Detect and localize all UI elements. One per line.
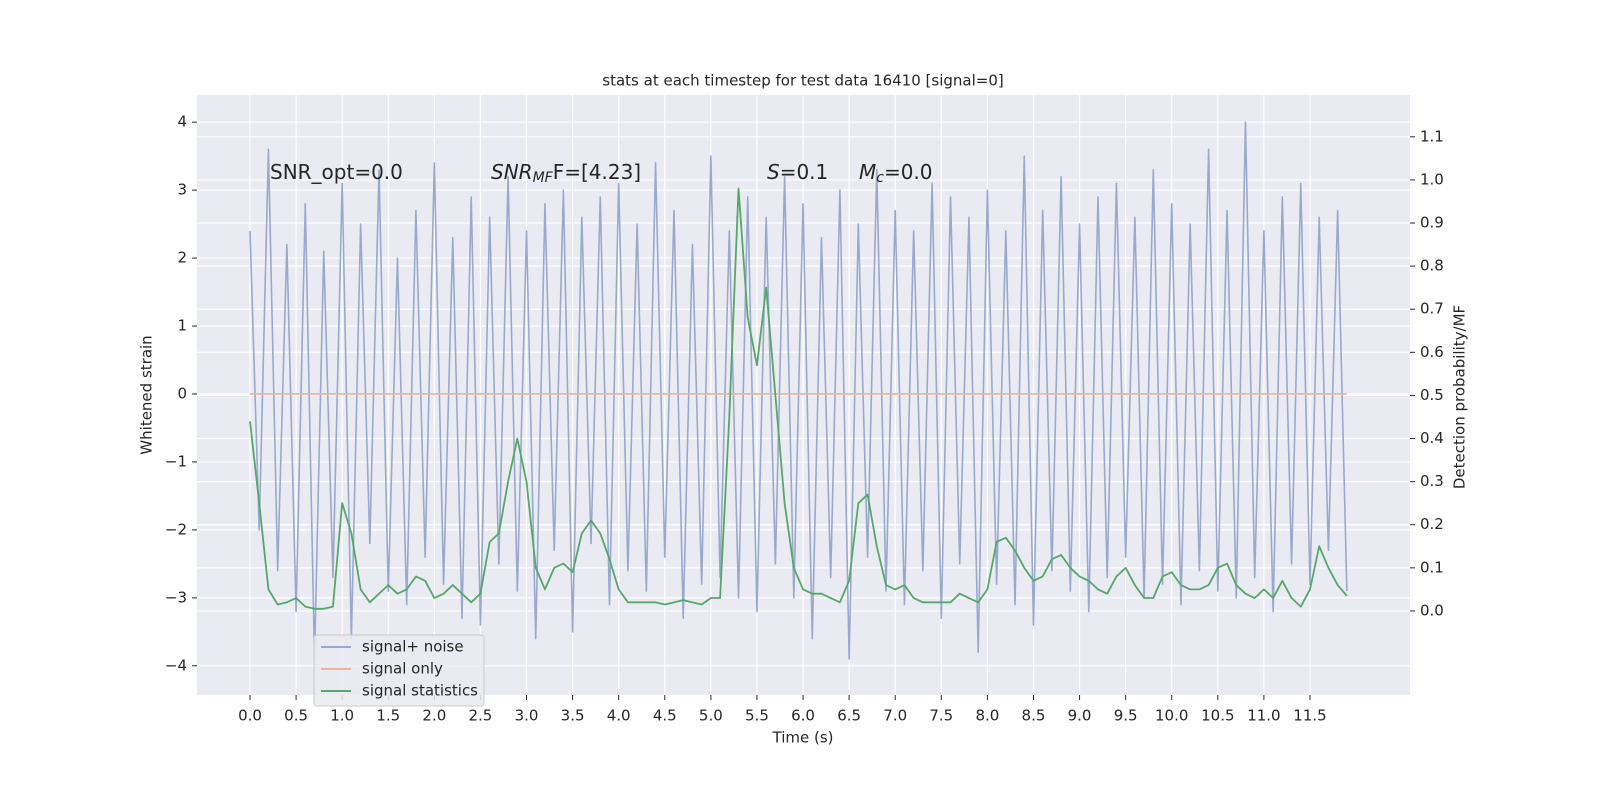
legend-label: signal statistics: [362, 682, 478, 700]
x-tick-label: 6.0: [791, 707, 815, 725]
legend-label: signal+ noise: [362, 638, 464, 656]
y-tick-label: −1: [165, 452, 187, 470]
x-tick-label: 6.5: [837, 707, 861, 725]
x-tick-label: 7.5: [929, 707, 953, 725]
x-tick-label: 7.0: [883, 707, 907, 725]
x-tick-label: 1.0: [330, 707, 354, 725]
y-tick-label: 2: [177, 249, 187, 267]
annotation: Mc=0.0: [859, 160, 933, 187]
x-tick-label: 11.5: [1293, 707, 1326, 725]
y-tick-label: −4: [165, 656, 187, 674]
x-tick-label: 0.5: [284, 707, 308, 725]
x-axis-label: Time (s): [772, 729, 834, 747]
x-tick-label: 8.5: [1022, 707, 1046, 725]
x-tick-label: 3.0: [515, 707, 539, 725]
annotation-part: SNR_opt=0.0: [270, 160, 403, 184]
annotation: SNR_opt=0.0: [270, 160, 403, 184]
annotation-part: c: [876, 170, 884, 186]
y2-axis-label: Detection probability/MF: [1451, 305, 1469, 489]
annotation-part: F=[4.23]: [553, 160, 641, 184]
x-tick-label: 3.5: [561, 707, 585, 725]
y2-tick-label: 0.9: [1420, 214, 1444, 232]
annotation: S=0.1: [767, 160, 828, 184]
x-tick-label: 10.0: [1155, 707, 1188, 725]
y2-tick-label: 0.2: [1420, 515, 1444, 533]
annotation-part: SNR: [491, 160, 533, 184]
x-tick-label: 9.5: [1114, 707, 1138, 725]
y2-tick-label: 1.0: [1420, 170, 1444, 188]
y2-tick-label: 0.3: [1420, 472, 1444, 490]
y2-tick-label: 0.5: [1420, 386, 1444, 404]
annotation: SNRMFF=[4.23]: [491, 160, 641, 187]
y-tick-label: −2: [165, 520, 187, 538]
annotation-part: MF: [533, 170, 554, 186]
y2-tick-label: 0.0: [1420, 601, 1444, 619]
y-tick-label: 0: [177, 384, 187, 402]
y-tick-label: −3: [165, 588, 187, 606]
x-tick-label: 4.5: [653, 707, 677, 725]
annotation-part: =0.1: [780, 160, 829, 184]
y2-tick-label: 0.6: [1420, 343, 1444, 361]
x-tick-label: 9.0: [1068, 707, 1092, 725]
y2-tick-label: 0.1: [1420, 558, 1444, 576]
annotation-part: M: [859, 160, 876, 184]
y2-tick-label: 0.7: [1420, 300, 1444, 318]
x-tick-label: 11.0: [1247, 707, 1280, 725]
annotation-part: =0.0: [884, 160, 933, 184]
y-tick-label: 1: [177, 317, 187, 335]
x-tick-label: 4.0: [607, 707, 631, 725]
legend-box: [313, 634, 485, 707]
y-axis-label: Whitened strain: [138, 335, 156, 454]
y2-tick-label: 0.4: [1420, 429, 1444, 447]
legend-label: signal only: [362, 660, 443, 678]
x-tick-label: 8.0: [975, 707, 999, 725]
series-line: [249, 121, 1348, 660]
chart-title: stats at each timestep for test data 164…: [602, 72, 1003, 90]
series-line: [249, 187, 1348, 610]
y-tick-label: 4: [177, 113, 187, 131]
x-tick-label: 2.0: [422, 707, 446, 725]
x-tick-label: 0.0: [238, 707, 262, 725]
y2-tick-label: 1.1: [1420, 127, 1444, 145]
y-tick-label: 3: [177, 181, 187, 199]
annotation-part: S: [767, 160, 780, 184]
x-tick-label: 2.5: [469, 707, 493, 725]
y2-tick-label: 0.8: [1420, 257, 1444, 275]
x-tick-label: 5.0: [699, 707, 723, 725]
x-tick-label: 10.5: [1201, 707, 1234, 725]
x-tick-label: 5.5: [745, 707, 769, 725]
x-tick-label: 1.5: [376, 707, 400, 725]
